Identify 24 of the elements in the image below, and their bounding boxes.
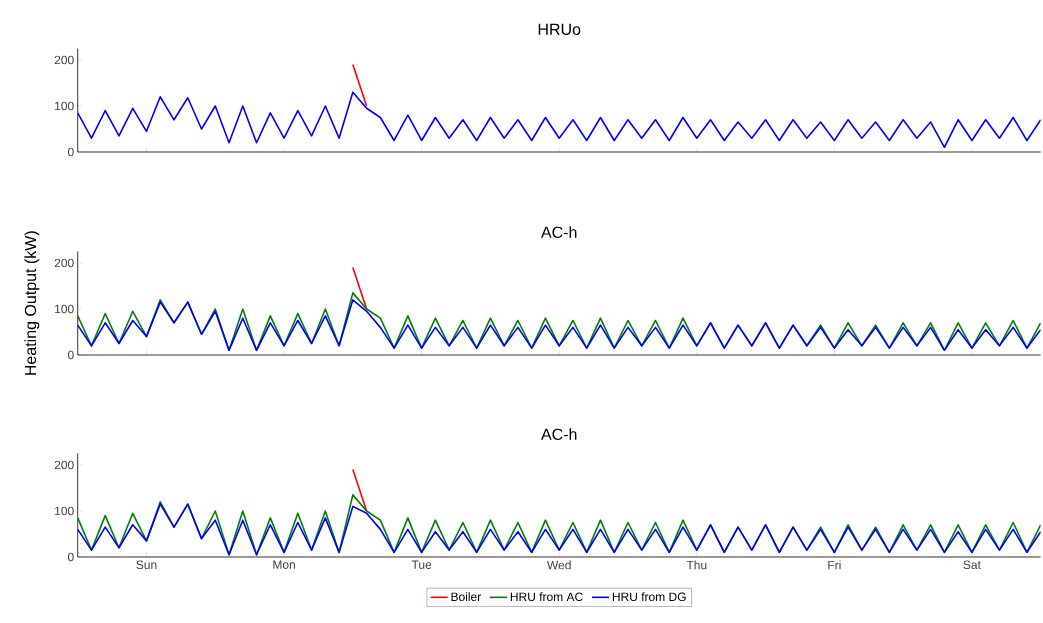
y-axis-title: Heating Output (kW) bbox=[24, 231, 40, 375]
y-tick-label: 0 bbox=[67, 552, 74, 562]
y-tick-label: 100 bbox=[55, 101, 74, 111]
chart-title: AC-h bbox=[541, 226, 577, 238]
legend-label: HRU from DG bbox=[612, 592, 686, 602]
y-tick-label: 100 bbox=[55, 506, 74, 516]
legend-label: Boiler bbox=[451, 592, 481, 602]
x-tick-label: Sun bbox=[136, 560, 157, 570]
x-tick-label: Wed bbox=[547, 560, 571, 570]
x-tick-label: Tue bbox=[411, 560, 432, 569]
y-tick-label: 200 bbox=[54, 55, 74, 65]
x-tick-label: Thu bbox=[686, 560, 707, 570]
y-tick-label: 100 bbox=[55, 304, 74, 314]
y-tick-label: 200 bbox=[54, 258, 74, 268]
y-tick-label: 200 bbox=[54, 460, 74, 470]
x-tick-label: Fri bbox=[828, 560, 841, 570]
chart-title: HRUo bbox=[538, 23, 581, 35]
line-series bbox=[77, 91, 1041, 149]
y-tick-label: 0 bbox=[67, 147, 74, 157]
x-tick-label: Mon bbox=[273, 560, 295, 569]
chart-title: AC-h bbox=[541, 428, 577, 440]
x-tick-label: Sat bbox=[963, 560, 981, 570]
legend-label: HRU from AC bbox=[510, 592, 583, 602]
y-tick-label: 0 bbox=[67, 350, 74, 360]
